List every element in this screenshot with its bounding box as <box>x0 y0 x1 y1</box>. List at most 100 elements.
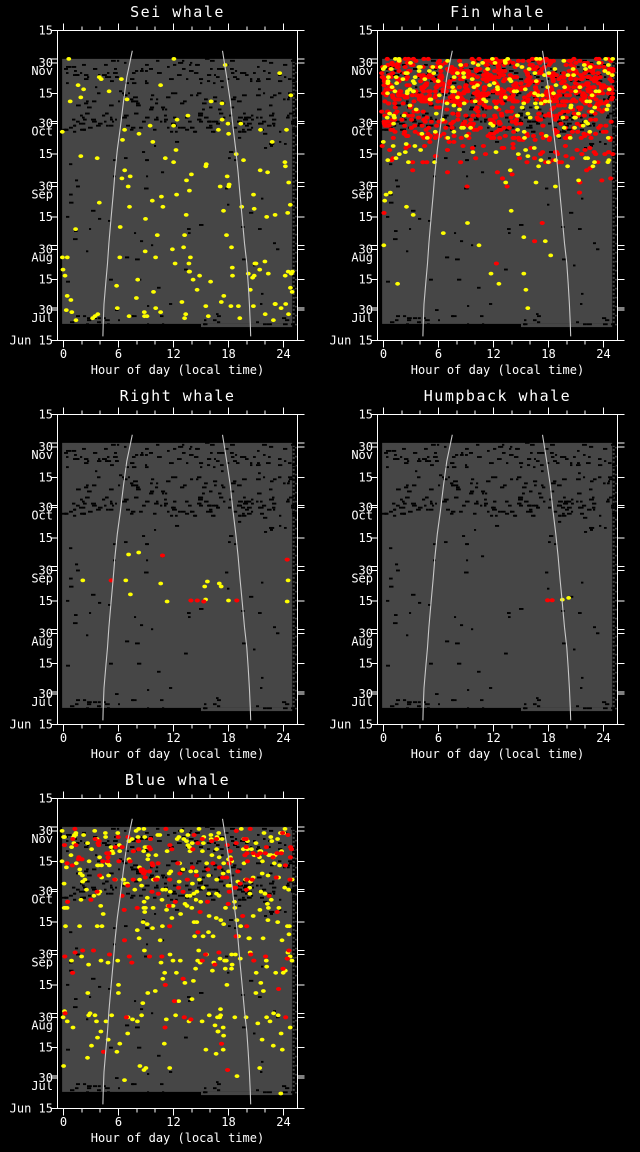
speckle <box>216 313 219 316</box>
speckle <box>128 92 130 95</box>
detection-dot <box>565 164 570 169</box>
speckle <box>605 319 610 322</box>
speckle <box>450 98 454 101</box>
detection-dot <box>289 290 295 294</box>
speckle <box>256 464 261 467</box>
speckle <box>89 228 92 230</box>
speckle <box>175 524 180 527</box>
effort-fringe-dot <box>292 540 295 543</box>
detection-dot <box>150 926 155 931</box>
detection-dot <box>449 65 455 69</box>
effort-fringe-dot <box>295 62 297 65</box>
speckle <box>471 244 474 247</box>
detection-dot <box>396 59 402 63</box>
speckle <box>580 687 583 689</box>
effort-fringe-dot <box>612 556 615 559</box>
speckle <box>525 57 530 60</box>
effort-fringe-dot <box>292 1008 295 1011</box>
speckle <box>590 142 595 145</box>
speckle <box>197 118 201 121</box>
detection-dot <box>557 93 563 98</box>
speckle <box>87 844 90 847</box>
speckle <box>170 514 174 517</box>
x-axis-title: Hour of day (local time) <box>91 363 264 377</box>
speckle <box>189 70 194 72</box>
effort-fringe-dot <box>295 902 297 905</box>
speckle <box>256 94 261 97</box>
y-tick-label: 30 <box>359 303 373 317</box>
speckle <box>76 120 80 123</box>
detection-dot <box>251 206 257 211</box>
speckle <box>291 1091 294 1094</box>
detection-dot <box>240 914 246 918</box>
speckle <box>498 445 502 448</box>
detection-dot <box>105 960 111 965</box>
speckle <box>571 114 574 117</box>
speckle <box>537 699 541 702</box>
y-tick-label: 15 <box>39 147 53 161</box>
speckle <box>509 447 512 450</box>
speckle <box>173 884 177 887</box>
speckle <box>147 323 150 326</box>
effort-fringe-dot <box>295 563 297 566</box>
effort-fringe-dot <box>612 268 615 271</box>
detection-dot <box>126 552 131 557</box>
y-tick-month-label: Nov <box>351 64 373 78</box>
detection-dot <box>206 873 212 878</box>
detection-dot <box>85 841 90 845</box>
speckle <box>199 880 204 883</box>
detection-dot <box>525 154 531 159</box>
speckle <box>139 894 143 897</box>
detection-dot <box>536 164 541 169</box>
speckle <box>202 486 207 489</box>
detection-dot <box>167 1066 173 1070</box>
effort-fringe-dot <box>615 455 617 458</box>
speckle <box>534 100 537 103</box>
effort-fringe-dot <box>615 509 617 512</box>
speckle <box>256 80 261 83</box>
detection-dot <box>92 1013 98 1018</box>
effort-fringe-dot <box>292 1040 295 1043</box>
speckle <box>83 896 86 899</box>
detection-dot <box>471 127 477 132</box>
effort-fringe-dot <box>615 635 617 638</box>
effort-fringe-dot <box>295 857 297 860</box>
detection-dot <box>272 302 278 306</box>
detection-dot <box>180 889 186 894</box>
detection-dot <box>142 910 148 914</box>
detection-dot <box>573 99 579 104</box>
detection-dot <box>275 920 281 924</box>
speckle <box>227 78 230 81</box>
speckle <box>567 500 572 503</box>
effort-fringe-dot <box>292 216 295 219</box>
y-tick-label: 15 <box>39 1041 53 1055</box>
detection-dot <box>568 99 574 104</box>
effort-fringe-dot <box>292 544 295 547</box>
speckle <box>489 462 494 465</box>
effort-fringe-dot <box>615 644 617 647</box>
detection-dot <box>446 85 452 90</box>
speckle <box>162 1091 165 1094</box>
detection-dot <box>406 83 412 88</box>
speckle <box>141 68 144 70</box>
detection-dot <box>181 245 187 250</box>
detection-dot <box>486 73 492 78</box>
effort-fringe-dot <box>295 644 297 647</box>
detection-dot <box>201 841 206 845</box>
speckle <box>214 100 217 103</box>
effort-fringe-dot <box>295 1001 297 1004</box>
effort-fringe-dot <box>292 220 295 223</box>
speckle <box>185 884 189 887</box>
effort-fringe-dot <box>292 976 295 979</box>
speckle <box>131 510 136 513</box>
detection-dot <box>210 861 216 866</box>
detection-dot <box>59 829 65 833</box>
speckle <box>609 478 614 481</box>
speckle <box>149 836 153 838</box>
effort-fringe-dot <box>612 224 615 227</box>
detection-dot <box>424 136 430 140</box>
speckle <box>66 456 69 458</box>
detection-dot <box>160 976 166 981</box>
effort-fringe-dot <box>295 287 297 290</box>
detection-dot <box>403 142 409 146</box>
